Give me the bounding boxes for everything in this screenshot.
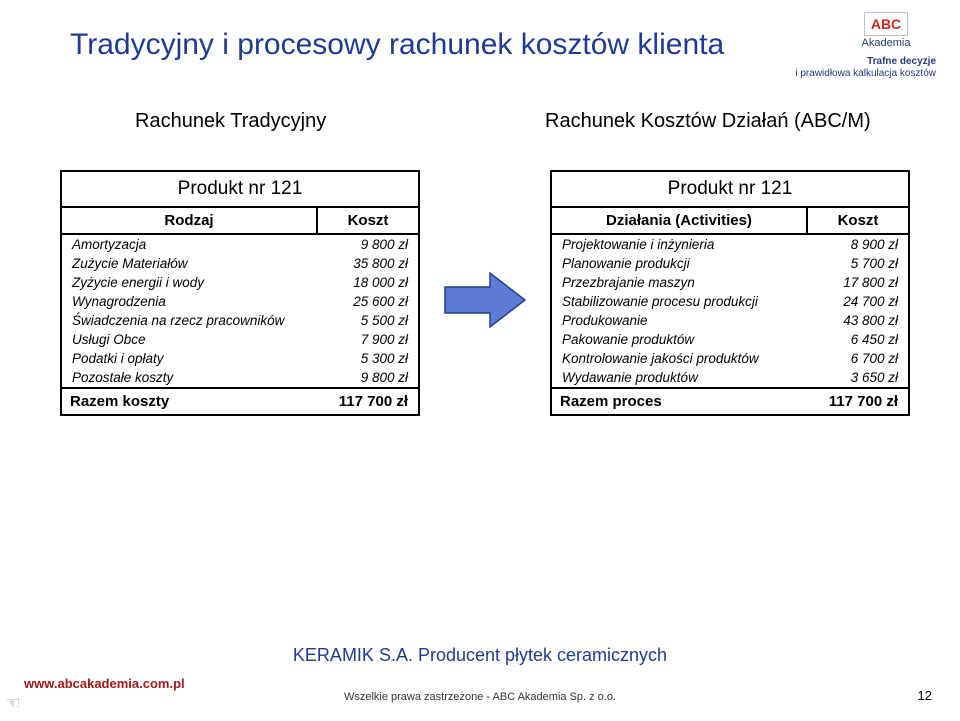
row-value: 5 500 zł (318, 311, 418, 330)
row-label: Zużycie Materiałów (62, 254, 318, 273)
table-right-head-a: Działania (Activities) (552, 208, 808, 233)
table-row: Wydawanie produktów3 650 zł (552, 368, 908, 387)
table-row: Zyżycie energii i wody18 000 zł (62, 273, 418, 292)
footer-center: KERAMIK S.A. Producent płytek ceramiczny… (0, 645, 960, 666)
row-value: 6 700 zł (808, 349, 908, 368)
row-label: Przezbrajanie maszyn (552, 273, 808, 292)
row-value: 43 800 zł (808, 311, 908, 330)
table-row: Przezbrajanie maszyn17 800 zł (552, 273, 908, 292)
table-traditional: Produkt nr 121 Rodzaj Koszt Amortyzacja9… (60, 170, 420, 416)
row-value: 5 700 zł (808, 254, 908, 273)
table-left-total-label: Razem koszty (62, 389, 308, 414)
table-row: Kontrolowanie jakości produktów6 700 zł (552, 349, 908, 368)
row-label: Wydawanie produktów (552, 368, 808, 387)
row-value: 3 650 zł (808, 368, 908, 387)
table-row: Stabilizowanie procesu produkcji24 700 z… (552, 292, 908, 311)
subtitle-left: Rachunek Tradycyjny (135, 110, 326, 133)
table-left-total-value: 117 700 zł (308, 389, 418, 414)
table-row: Pozostałe koszty9 800 zł (62, 368, 418, 387)
row-value: 8 900 zł (808, 235, 908, 254)
arrow-shape (445, 273, 525, 327)
row-value: 5 300 zł (318, 349, 418, 368)
row-value: 9 800 zł (318, 235, 418, 254)
subtitle-right: Rachunek Kosztów Działań (ABC/M) (545, 110, 871, 133)
page-number: 12 (918, 688, 932, 703)
row-label: Planowanie produkcji (552, 254, 808, 273)
table-row: Amortyzacja9 800 zł (62, 235, 418, 254)
table-right-header: Działania (Activities) Koszt (552, 208, 908, 235)
row-label: Usługi Obce (62, 330, 318, 349)
tagline: Trafne decyzje i prawidłowa kalkulacja k… (795, 56, 936, 80)
row-value: 9 800 zł (318, 368, 418, 387)
logo-sub: Akademia (836, 37, 936, 49)
row-label: Pakowanie produktów (552, 330, 808, 349)
table-row: Zużycie Materiałów35 800 zł (62, 254, 418, 273)
table-row: Produkowanie43 800 zł (552, 311, 908, 330)
arrow-icon (440, 265, 530, 335)
table-row: Planowanie produkcji5 700 zł (552, 254, 908, 273)
logo-main: ABC (864, 12, 908, 36)
table-row: Podatki i opłaty5 300 zł (62, 349, 418, 368)
footer-rights: Wszelkie prawa zastrzeżone - ABC Akademi… (0, 691, 960, 703)
table-right-head-b: Koszt (808, 208, 908, 233)
cursor-hand-icon: ☜ (6, 693, 20, 713)
table-right-total-value: 117 700 zł (798, 389, 908, 414)
table-left-total: Razem koszty 117 700 zł (62, 387, 418, 414)
table-left-header: Rodzaj Koszt (62, 208, 418, 235)
table-left-head-a: Rodzaj (62, 208, 318, 233)
row-label: Kontrolowanie jakości produktów (552, 349, 808, 368)
slide-title: Tradycyjny i procesowy rachunek kosztów … (70, 28, 724, 62)
table-right-total: Razem proces 117 700 zł (552, 387, 908, 414)
table-right-body: Projektowanie i inżynieria8 900 złPlanow… (552, 235, 908, 387)
table-row: Wynagrodzenia25 600 zł (62, 292, 418, 311)
table-row: Usługi Obce7 900 zł (62, 330, 418, 349)
table-row: Pakowanie produktów6 450 zł (552, 330, 908, 349)
footer-brand: www.abcakademia.com.pl (24, 676, 185, 691)
tagline-line1: Trafne decyzje (867, 56, 936, 67)
row-label: Świadczenia na rzecz pracowników (62, 311, 318, 330)
table-row: Projektowanie i inżynieria8 900 zł (552, 235, 908, 254)
row-label: Pozostałe koszty (62, 368, 318, 387)
row-value: 6 450 zł (808, 330, 908, 349)
table-right-title: Produkt nr 121 (552, 172, 908, 208)
row-value: 35 800 zł (318, 254, 418, 273)
row-label: Stabilizowanie procesu produkcji (552, 292, 808, 311)
table-left-title: Produkt nr 121 (62, 172, 418, 208)
logo: ABC Akademia (836, 12, 936, 49)
table-left-body: Amortyzacja9 800 złZużycie Materiałów35 … (62, 235, 418, 387)
row-label: Wynagrodzenia (62, 292, 318, 311)
row-value: 25 600 zł (318, 292, 418, 311)
table-row: Świadczenia na rzecz pracowników5 500 zł (62, 311, 418, 330)
row-label: Zyżycie energii i wody (62, 273, 318, 292)
row-label: Projektowanie i inżynieria (552, 235, 808, 254)
table-activities: Produkt nr 121 Działania (Activities) Ko… (550, 170, 910, 416)
tagline-line2: i prawidłowa kalkulacja kosztów (795, 68, 936, 79)
row-value: 24 700 zł (808, 292, 908, 311)
row-label: Podatki i opłaty (62, 349, 318, 368)
table-right-total-label: Razem proces (552, 389, 798, 414)
row-value: 7 900 zł (318, 330, 418, 349)
table-left-head-b: Koszt (318, 208, 418, 233)
row-label: Amortyzacja (62, 235, 318, 254)
row-value: 18 000 zł (318, 273, 418, 292)
row-label: Produkowanie (552, 311, 808, 330)
row-value: 17 800 zł (808, 273, 908, 292)
